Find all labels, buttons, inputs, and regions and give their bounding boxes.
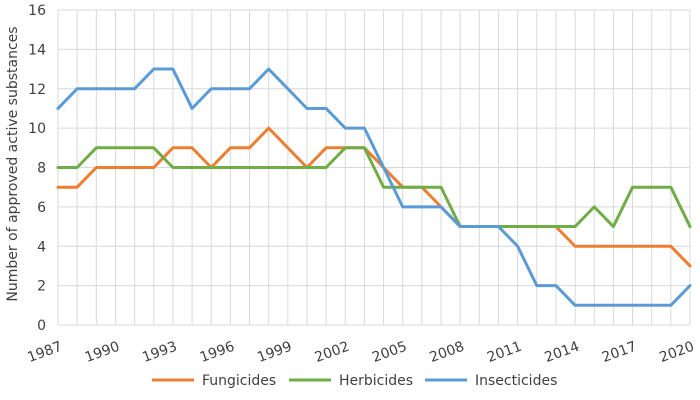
y-tick-label: 16 [28,3,46,19]
series-line-herbicides [56,146,692,229]
x-tick-label: 2014 [542,339,581,366]
y-tick-label: 14 [28,42,46,58]
series-line-insecticides [56,67,692,307]
legend-label-herbicides: Herbicides [339,373,413,389]
series-lines [56,67,692,307]
x-tick-label: 2005 [370,339,409,366]
x-tick-label: 2020 [657,339,696,366]
legend-label-fungicides: Fungicides [202,373,276,389]
legend-label-insecticides: Insecticides [475,373,557,389]
x-tick-label: 2002 [313,339,352,366]
y-tick-label: 12 [28,82,46,98]
y-tick-label: 4 [37,239,46,255]
y-tick-label: 2 [37,279,46,295]
x-tick-label: 2017 [600,339,639,366]
y-tick-labels: 0 2 4 6 8 10 12 14 16 [28,3,46,334]
x-tick-labels: 1987 1990 1993 1996 1999 2002 2005 2008 2011 2014… [25,339,696,366]
x-tick-label: 2008 [428,339,467,366]
x-tick-label: 2011 [485,339,524,366]
y-tick-label: 6 [37,200,46,216]
legend: Fungicides Herbicides Insecticides [152,373,557,389]
x-tick-label: 1996 [198,339,237,366]
y-tick-label: 0 [37,318,46,334]
x-tick-label: 1987 [25,339,64,366]
y-axis-title: Number of approved active substances [5,26,21,301]
x-tick-label: 1999 [255,339,294,366]
y-tick-label: 10 [28,121,46,137]
y-tick-label: 8 [37,161,46,177]
x-tick-label: 1990 [83,339,122,366]
x-tick-label: 1993 [140,339,179,366]
